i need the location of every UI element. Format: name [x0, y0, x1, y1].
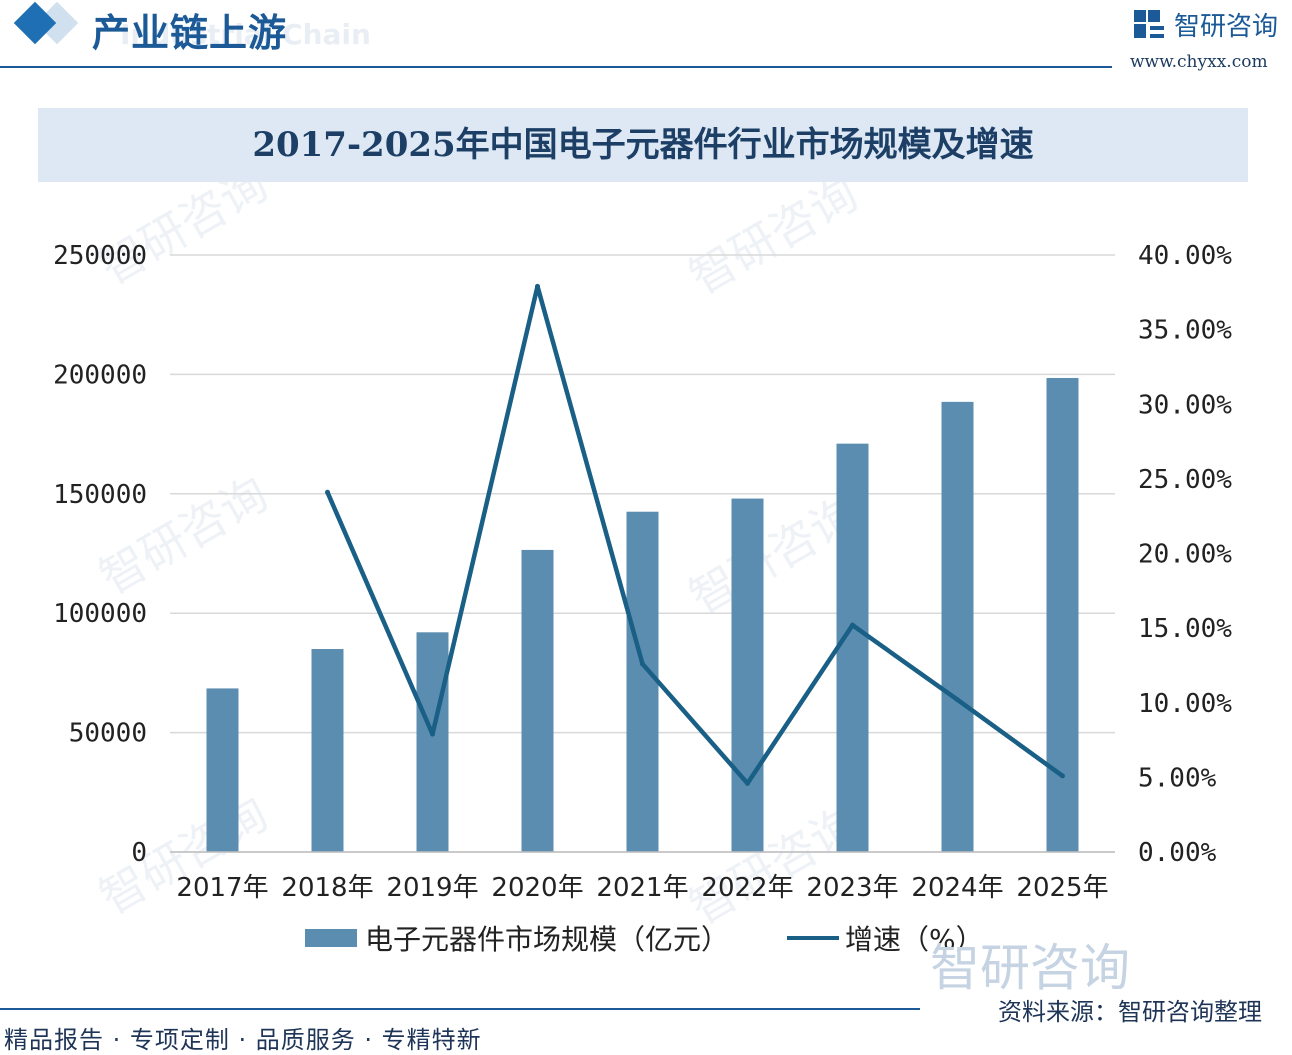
x-tick-label: 2024年	[911, 873, 1003, 903]
right-tick-label: 40.00%	[1138, 241, 1232, 271]
left-tick-label: 150000	[53, 480, 147, 510]
brand-name: 智研咨询	[1174, 12, 1279, 42]
header-divider	[0, 66, 1112, 68]
watermark-brand: 智研咨询	[930, 939, 1130, 997]
bar	[836, 443, 869, 852]
left-axis: 0 50000 100000 150000 200000 250000	[53, 241, 147, 868]
legend-bar-swatch	[305, 929, 357, 947]
section-title: 产业链上游	[92, 11, 288, 55]
bar	[941, 401, 974, 852]
left-tick-label: 200000	[53, 360, 147, 390]
bar	[311, 649, 344, 852]
source-note: 资料来源：智研咨询整理	[998, 998, 1262, 1026]
x-tick-label: 2017年	[176, 873, 268, 903]
legend-bar-label: 电子元器件市场规模（亿元）	[365, 923, 730, 956]
growth-point	[430, 731, 435, 737]
header: Industrial Chain 产业链上游 智研咨询 www.chyxx.co…	[0, 0, 1292, 72]
growth-point	[325, 489, 330, 495]
left-tick-label: 250000	[53, 241, 147, 271]
x-tick-label: 2025年	[1016, 873, 1108, 903]
right-tick-label: 20.00%	[1138, 540, 1232, 570]
x-tick-label: 2023年	[806, 873, 898, 903]
right-tick-label: 30.00%	[1138, 390, 1232, 420]
bar	[731, 498, 764, 852]
x-tick-label: 2022年	[701, 873, 793, 903]
left-tick-label: 100000	[53, 599, 147, 629]
legend-line-swatch	[787, 936, 840, 940]
growth-point	[1060, 773, 1065, 779]
left-tick-label: 0	[131, 838, 147, 868]
x-tick-label: 2018年	[281, 873, 373, 903]
right-axis: 0.00% 5.00% 10.00% 15.00% 20.00% 25.00% 30.00%…	[1138, 241, 1232, 868]
line-series	[325, 283, 1065, 786]
legend: 电子元器件市场规模（亿元） 增速（%）	[305, 918, 984, 958]
brand-logo-icon	[1134, 9, 1164, 38]
bar	[626, 511, 659, 852]
legend-line-label: 增速（%）	[845, 923, 984, 956]
growth-point	[955, 697, 960, 703]
bar	[1046, 377, 1079, 852]
right-tick-label: 5.00%	[1138, 763, 1217, 793]
x-tick-label: 2020年	[491, 873, 583, 903]
bar	[206, 688, 239, 852]
growth-point	[850, 622, 855, 628]
footer-divider	[0, 1008, 920, 1010]
x-axis: 2017年 2018年 2019年 2020年 2021年 2022年 2023年 2024年…	[170, 851, 1115, 903]
bar-series	[206, 377, 1079, 852]
brand-url[interactable]: www.chyxx.com	[1130, 52, 1268, 72]
right-tick-label: 10.00%	[1138, 689, 1232, 719]
right-tick-label: 0.00%	[1138, 838, 1217, 868]
title-band	[38, 108, 1248, 182]
left-tick-label: 50000	[69, 719, 147, 749]
x-tick-label: 2019年	[386, 873, 478, 903]
right-tick-label: 15.00%	[1138, 614, 1232, 644]
growth-point	[535, 283, 540, 289]
chart-title: 2017-2025年中国电子元器件行业市场规模及增速	[252, 125, 1034, 165]
footer-slogan: 精品报告 · 专项定制 · 品质服务 · 专精特新	[4, 1026, 482, 1054]
growth-point	[640, 661, 645, 667]
right-tick-label: 25.00%	[1138, 465, 1232, 495]
x-tick-label: 2021年	[596, 873, 688, 903]
bar	[521, 549, 554, 852]
right-tick-label: 35.00%	[1138, 316, 1232, 346]
bar	[416, 632, 449, 852]
brand[interactable]: 智研咨询	[1132, 6, 1278, 43]
growth-line	[325, 284, 1064, 786]
growth-point	[745, 780, 750, 786]
